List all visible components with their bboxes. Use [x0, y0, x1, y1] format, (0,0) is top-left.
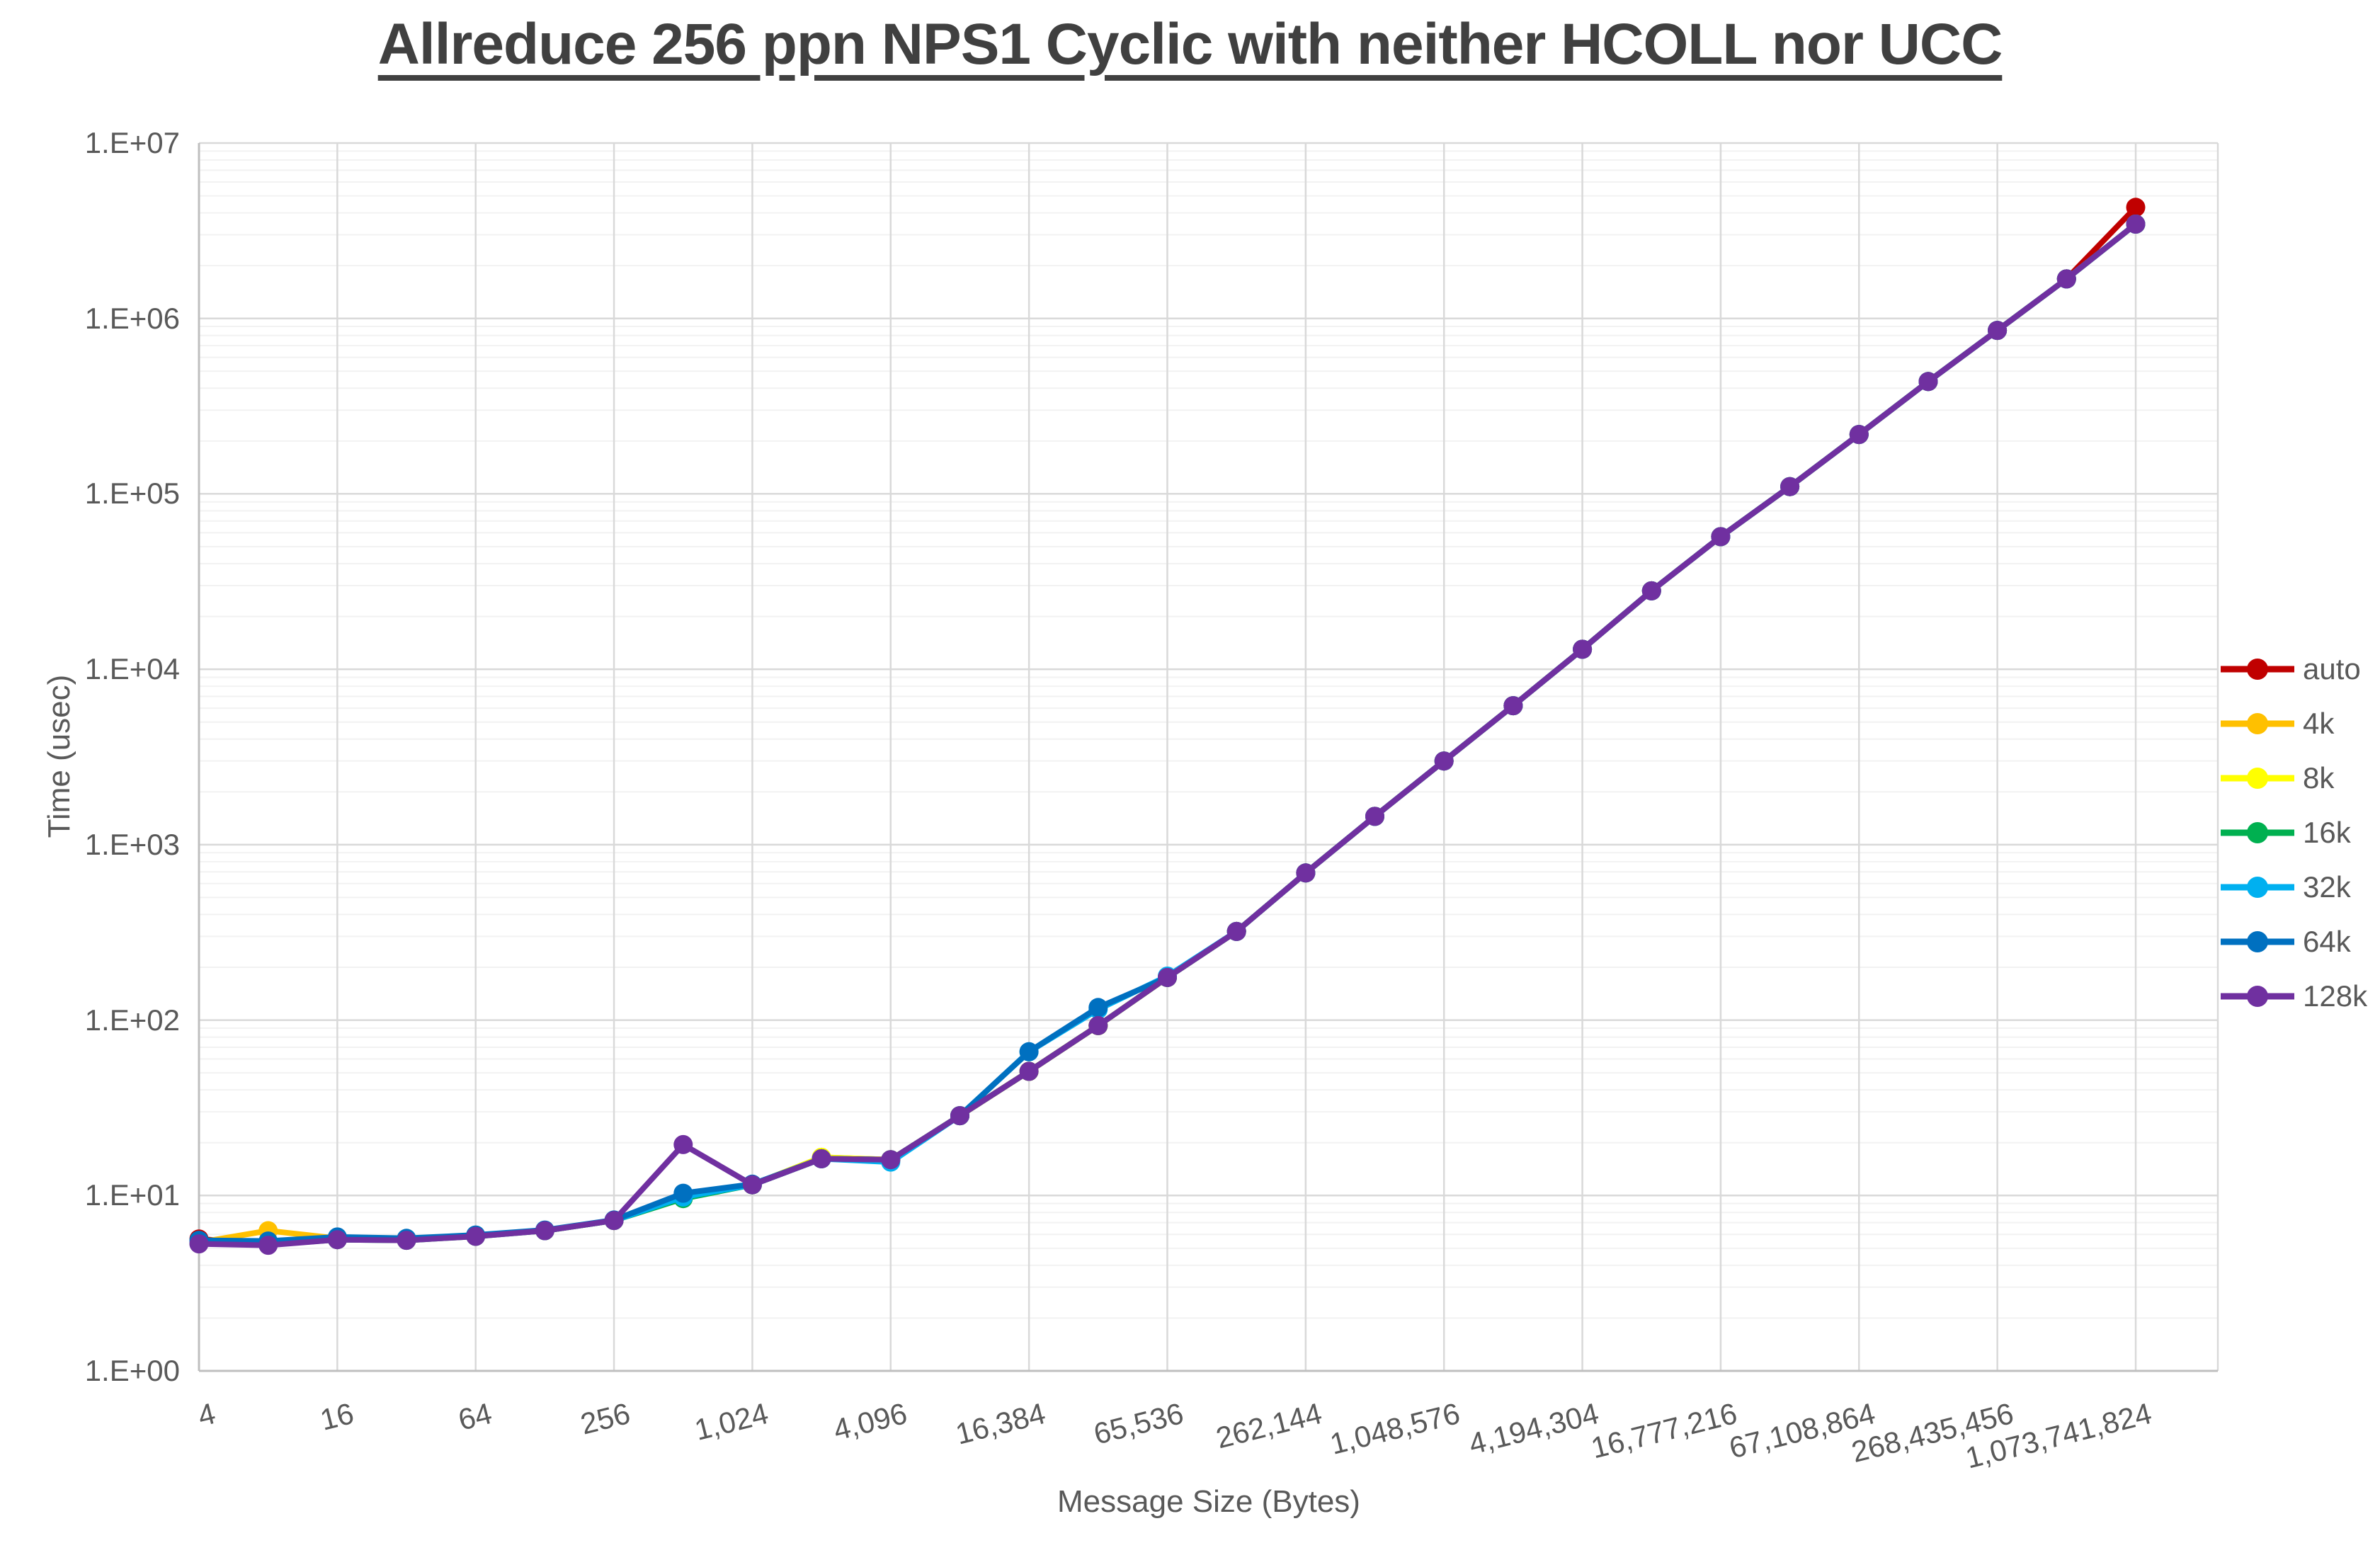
series-marker-auto [2126, 198, 2146, 217]
series-marker-128k [812, 1149, 831, 1168]
series-marker-128k [1988, 321, 2008, 341]
series-marker-128k [2126, 215, 2146, 234]
series-marker-128k [2056, 269, 2076, 289]
y-tick-label: 1.E+01 [84, 1178, 180, 1212]
series-128k [189, 215, 2146, 1255]
series-marker-128k [1158, 967, 1177, 987]
series-marker-128k [881, 1150, 901, 1170]
y-tick-label: 1.E+03 [84, 827, 180, 861]
series-marker-128k [1296, 863, 1316, 883]
y-tick-label: 1.E+04 [84, 652, 180, 686]
series-marker-128k [1434, 751, 1454, 771]
series-marker-128k [673, 1134, 693, 1154]
series-marker-128k [327, 1230, 347, 1250]
series-marker-128k [1019, 1061, 1039, 1081]
series-marker-128k [397, 1231, 416, 1251]
series-marker-128k [1088, 1015, 1108, 1035]
minor-gridlines [199, 150, 2218, 1319]
y-tick-label: 1.E+07 [84, 126, 180, 159]
series-marker-128k [189, 1234, 209, 1254]
series-marker-128k [950, 1106, 969, 1126]
series-marker-128k [466, 1226, 486, 1246]
series-marker-128k [258, 1236, 278, 1255]
series-marker-128k [1503, 696, 1523, 716]
y-tick-label: 1.E+06 [84, 301, 180, 335]
series-marker-128k [1641, 581, 1661, 600]
series-marker-128k [1711, 527, 1731, 547]
chart-title: Allreduce 256 ppn NPS1 Cyclic with neith… [377, 12, 2003, 76]
series-marker-64k [1019, 1042, 1039, 1061]
series-marker-128k [742, 1175, 762, 1195]
series-marker-128k [1918, 372, 1938, 392]
series-marker-128k [1226, 921, 1246, 941]
y-tick-label: 1.E+00 [84, 1354, 180, 1387]
series-marker-64k [1088, 998, 1108, 1018]
x-axis-title: Message Size (Bytes) [1057, 1484, 1360, 1519]
y-tick-label: 1.E+05 [84, 477, 180, 511]
y-tick-label: 1.E+02 [84, 1003, 180, 1037]
major-gridlines [198, 142, 2219, 1372]
series-marker-128k [1573, 639, 1593, 659]
series-marker-128k [1780, 477, 1800, 496]
series-marker-128k [535, 1221, 554, 1241]
series-marker-128k [1365, 807, 1384, 826]
series-marker-128k [1849, 425, 1869, 445]
series-marker-64k [673, 1183, 693, 1203]
series-marker-128k [604, 1211, 624, 1231]
